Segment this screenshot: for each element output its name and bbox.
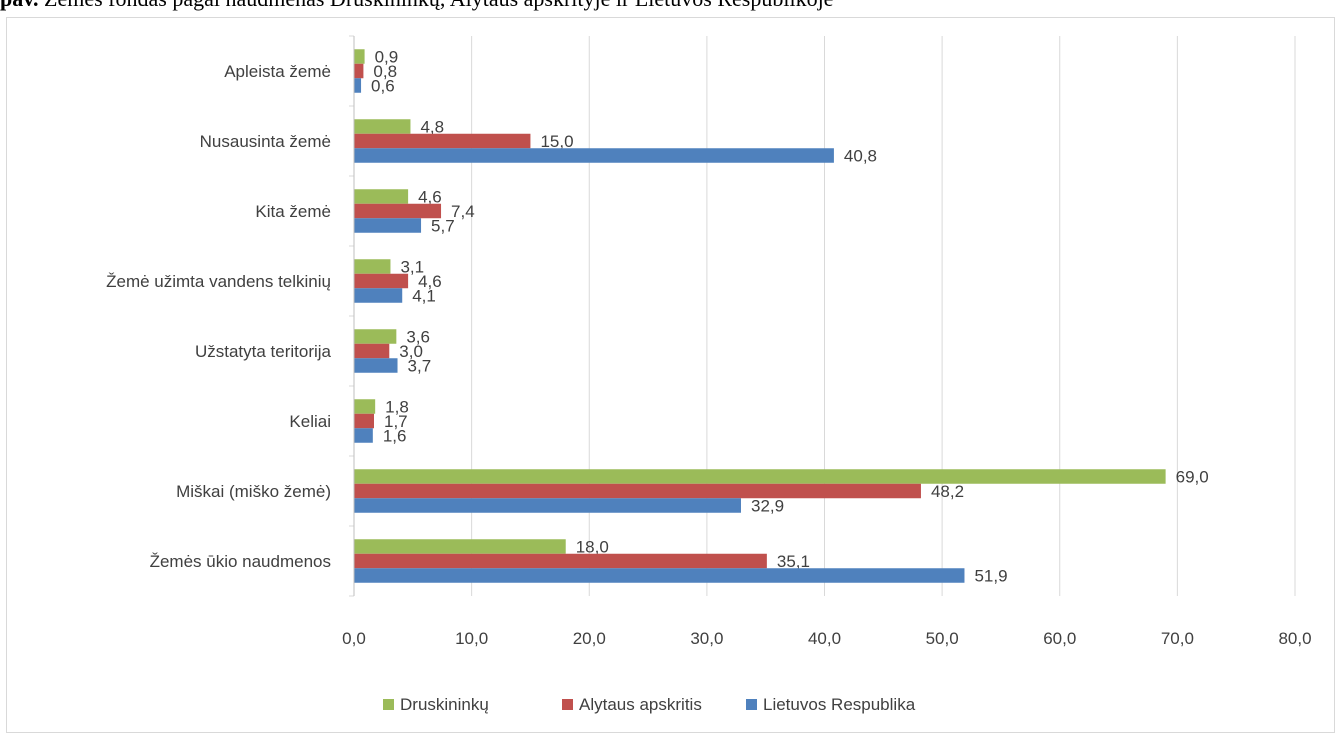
data-label: 35,1 [777, 552, 810, 571]
data-label: 32,9 [751, 497, 784, 516]
data-label: 40,8 [844, 147, 877, 166]
category-label: Miškai (miško žemė) [176, 482, 331, 501]
data-label: 3,6 [406, 328, 430, 347]
legend-swatch [562, 699, 573, 710]
bar [354, 428, 373, 443]
chart-area: 0,0 10,0 20,0 30,0 40,0 50,0 60,0 70,0 80,0 Aplei… [6, 17, 1335, 733]
bar [354, 189, 409, 204]
category-label: Keliai [289, 412, 331, 431]
bar [354, 498, 741, 513]
data-label: 3,7 [408, 357, 432, 376]
bar [354, 133, 531, 149]
data-label: 0,8 [373, 62, 397, 81]
bar [354, 148, 834, 163]
x-tick-label: 40,0 [808, 629, 841, 648]
bar [354, 78, 362, 93]
bar [354, 413, 374, 429]
bar [354, 553, 767, 569]
bar [354, 399, 376, 414]
data-label: 0,9 [375, 48, 399, 67]
data-label: 48,2 [931, 482, 964, 501]
heading-text: Žemės fondas pagal naudmenas Druskininkų… [44, 0, 833, 11]
category-label: Žemė užimta vandens telkinių [106, 272, 331, 291]
bar [354, 218, 422, 233]
bar [354, 203, 442, 219]
category-label: Nusausinta žemė [200, 132, 331, 151]
category-label: Užstatyta teritorija [195, 342, 332, 361]
x-tick-label: 50,0 [926, 629, 959, 648]
data-label: 3,1 [400, 258, 424, 277]
x-tick-label: 60,0 [1043, 629, 1076, 648]
category-label: Apleista žemė [224, 62, 331, 81]
data-label: 7,4 [451, 202, 475, 221]
bar [354, 568, 965, 583]
category-label: Kita žemė [255, 202, 331, 221]
bar-chart: 0,0 10,0 20,0 30,0 40,0 50,0 60,0 70,0 80,0 Aplei… [106, 35, 1312, 714]
data-label: 0,6 [371, 77, 395, 96]
data-label: 4,8 [420, 118, 444, 137]
bar [354, 358, 398, 373]
data-label: 4,6 [418, 188, 442, 207]
data-label: 15,0 [540, 132, 573, 151]
bar [354, 329, 397, 344]
data-label: 4,6 [418, 272, 442, 291]
bar [354, 483, 921, 499]
bar [354, 49, 365, 64]
x-tick-label: 20,0 [573, 629, 606, 648]
heading-bold: pav. [0, 0, 39, 11]
data-label: 1,6 [383, 427, 407, 446]
bar [354, 63, 364, 79]
bar [354, 539, 566, 554]
legend-label: Druskininkų [400, 695, 489, 714]
legend-label: Lietuvos Respublika [763, 695, 916, 714]
data-label: 51,9 [974, 567, 1007, 586]
bar [354, 288, 403, 303]
legend-swatch [746, 699, 757, 710]
bar [354, 259, 391, 274]
bar [354, 119, 411, 134]
data-label: 1,8 [385, 398, 409, 417]
category-label: Žemės ūkio naudmenos [150, 552, 331, 571]
data-label: 3,0 [399, 342, 423, 361]
data-label: 5,7 [431, 217, 455, 236]
x-tick-label: 30,0 [690, 629, 723, 648]
bar [354, 469, 1166, 484]
data-label: 18,0 [576, 538, 609, 557]
legend-label: Alytaus apskritis [579, 695, 702, 714]
bar [354, 273, 409, 289]
data-label: 4,1 [412, 287, 436, 306]
x-tick-label: 80,0 [1278, 629, 1311, 648]
legend-swatch [383, 699, 394, 710]
data-label: 1,7 [384, 412, 408, 431]
x-tick-label: 10,0 [455, 629, 488, 648]
x-tick-label: 0,0 [342, 629, 366, 648]
data-label: 69,0 [1176, 468, 1209, 487]
x-tick-label: 70,0 [1161, 629, 1194, 648]
page-heading: pav. Žemės fondas pagal naudmenas Druski… [0, 0, 1335, 12]
bar [354, 343, 390, 359]
